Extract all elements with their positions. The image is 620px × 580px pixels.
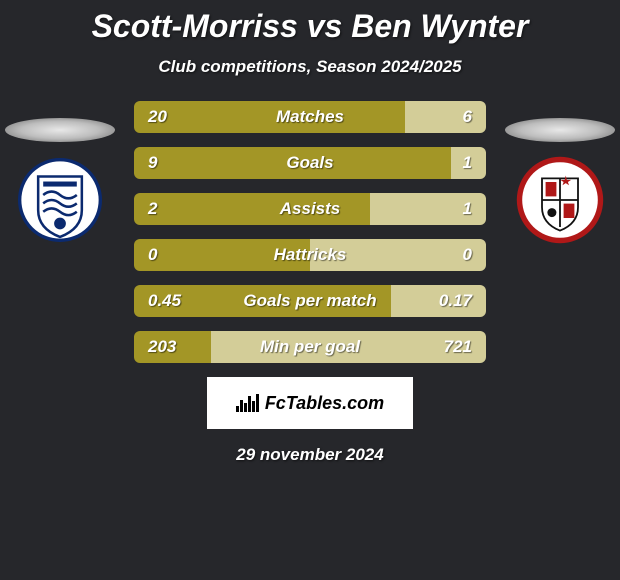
stat-label: Goals per match bbox=[243, 291, 376, 311]
stat-label: Hattricks bbox=[274, 245, 347, 265]
stat-label: Matches bbox=[276, 107, 344, 127]
stat-row: Min per goal 203 721 bbox=[134, 331, 486, 363]
stat-value-right: 6 bbox=[463, 107, 472, 127]
stat-value-right: 1 bbox=[463, 199, 472, 219]
stat-bars: Matches 20 6 Goals 9 1 Assists 2 1 Hattricks 0 0 Goa… bbox=[134, 101, 486, 363]
stat-value-left: 2 bbox=[148, 199, 157, 219]
stat-label: Assists bbox=[280, 199, 340, 219]
bar-chart-icon bbox=[236, 394, 259, 412]
stat-bar-left bbox=[134, 101, 405, 133]
southend-united-crest bbox=[10, 160, 110, 240]
stat-row: Goals 9 1 bbox=[134, 147, 486, 179]
right-player-badge-group bbox=[500, 118, 620, 240]
stat-value-right: 0 bbox=[463, 245, 472, 265]
ellipse-shadow-left bbox=[5, 118, 115, 142]
woking-fc-crest bbox=[510, 160, 610, 240]
stat-value-left: 9 bbox=[148, 153, 157, 173]
stat-label: Min per goal bbox=[260, 337, 360, 357]
subtitle: Club competitions, Season 2024/2025 bbox=[0, 57, 620, 77]
stat-value-left: 0 bbox=[148, 245, 157, 265]
brand-footer-box: FcTables.com bbox=[207, 377, 413, 429]
stat-row: Goals per match 0.45 0.17 bbox=[134, 285, 486, 317]
comparison-card: Scott-Morriss vs Ben Wynter Club competi… bbox=[0, 0, 620, 580]
stat-value-right: 1 bbox=[463, 153, 472, 173]
brand-name: FcTables.com bbox=[265, 393, 384, 414]
page-title: Scott-Morriss vs Ben Wynter bbox=[0, 8, 620, 45]
stat-value-left: 203 bbox=[148, 337, 176, 357]
ellipse-shadow-right bbox=[505, 118, 615, 142]
stat-value-right: 721 bbox=[444, 337, 472, 357]
left-player-badge-group bbox=[0, 118, 120, 240]
stat-value-left: 20 bbox=[148, 107, 167, 127]
stat-row: Assists 2 1 bbox=[134, 193, 486, 225]
stat-bar-right bbox=[405, 101, 486, 133]
stat-label: Goals bbox=[286, 153, 333, 173]
stat-value-left: 0.45 bbox=[148, 291, 181, 311]
stat-row: Hattricks 0 0 bbox=[134, 239, 486, 271]
stat-value-right: 0.17 bbox=[439, 291, 472, 311]
footer-date: 29 november 2024 bbox=[0, 445, 620, 465]
stat-row: Matches 20 6 bbox=[134, 101, 486, 133]
